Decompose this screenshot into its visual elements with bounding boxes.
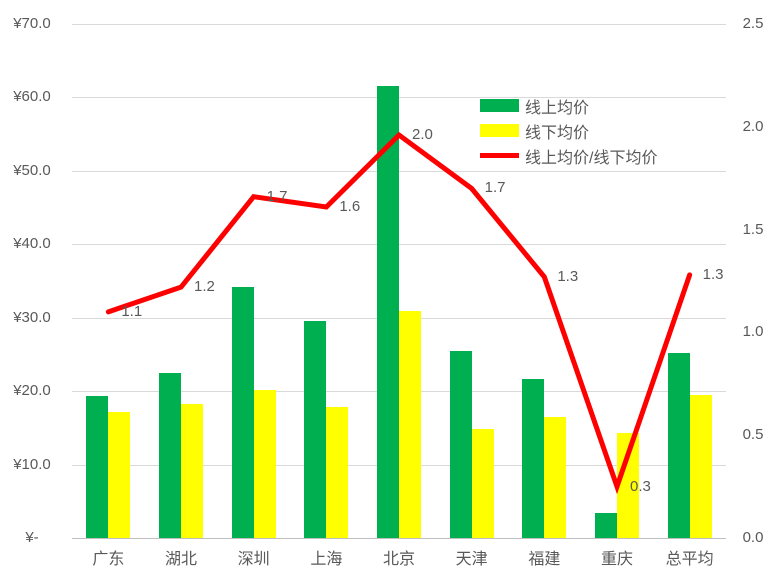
legend-item-price-ratio: 线上均价/线下均价	[480, 143, 657, 168]
legend-item-offline-price: 线下均价	[480, 118, 657, 143]
price-ratio-data-label: 1.2	[194, 278, 215, 296]
offline-price-bar	[617, 432, 639, 538]
x-axis-category-label: 总平均	[665, 551, 714, 568]
y-axis-right-tick-label: 1.0	[742, 323, 764, 341]
price-ratio-data-label: 2.0	[412, 126, 433, 144]
price-ratio-data-label: 0.3	[630, 477, 651, 495]
price-ratio-line-swatch	[480, 153, 519, 158]
online-price-bar	[377, 86, 399, 538]
price-ratio-data-label: 1.3	[557, 267, 579, 285]
online-price-bar	[231, 286, 254, 538]
x-axis-category-label: 北京	[382, 551, 415, 568]
y-axis-left-tick-label: ¥60.0	[13, 88, 51, 106]
y-axis-left-tick-label: ¥40.0	[13, 235, 51, 253]
y-axis-left-tick-label: ¥30.0	[13, 308, 51, 326]
x-axis-category-label: 天津	[455, 551, 488, 568]
y-axis-left-tick-label: ¥70.0	[13, 15, 51, 32]
x-axis-category-label: 深圳	[237, 551, 270, 568]
x-axis-category-label: 广东	[92, 551, 125, 568]
online-price-bar	[304, 321, 327, 538]
online-price-bar	[449, 351, 472, 538]
y-axis-left-tick-label: ¥20.0	[13, 382, 51, 400]
legend-label-online-price: 线上均价	[525, 99, 590, 117]
offline-price-bar	[471, 429, 494, 538]
y-axis-right-tick-label: 1.5	[742, 220, 764, 238]
x-axis-category-label: 上海	[310, 551, 343, 568]
offline-price-bar	[326, 406, 349, 538]
gridline	[72, 244, 726, 246]
legend: 线上均价 线下均价 线上均价/线下均价	[480, 93, 657, 168]
y-axis-left-tick-label: ¥50.0	[13, 161, 51, 179]
legend-item-online-price: 线上均价	[480, 93, 657, 118]
offline-price-bar	[689, 394, 712, 538]
online-price-bar	[86, 396, 109, 538]
price-ratio-data-label: 1.7	[484, 179, 506, 197]
y-axis-right-tick-label: 2.5	[742, 15, 764, 32]
offline-price-swatch	[480, 124, 519, 137]
offline-price-bar	[253, 389, 276, 538]
price-ratio-data-label: 1.7	[266, 187, 288, 205]
online-price-swatch	[480, 99, 519, 112]
legend-label-offline-price: 线下均价	[525, 124, 590, 142]
x-axis-category-label: 湖北	[164, 551, 197, 568]
y-axis-right-tick-label: 0.5	[742, 426, 764, 444]
online-price-bar	[159, 372, 181, 538]
y-axis-left-tick-label: ¥10.0	[13, 455, 51, 473]
online-price-bar	[522, 379, 545, 538]
price-ratio-data-label: 1.6	[339, 197, 361, 215]
online-price-bar	[595, 513, 617, 538]
y-axis-left-tick-label: ¥-	[25, 529, 39, 546]
price-ratio-data-label: 1.1	[121, 302, 143, 320]
offline-price-bar	[108, 412, 131, 538]
gridline	[72, 170, 726, 172]
y-axis-right-tick-label: 0.0	[742, 529, 764, 546]
x-axis-line	[72, 538, 726, 539]
offline-price-bar	[544, 416, 567, 538]
gridline	[72, 24, 726, 25]
x-axis-category-label: 重庆	[600, 551, 633, 568]
online-price-bar	[667, 352, 690, 538]
offline-price-bar	[399, 311, 421, 538]
offline-price-bar	[181, 403, 203, 538]
price-ratio-data-label: 1.3	[702, 265, 724, 283]
y-axis-right-tick-label: 2.0	[742, 117, 764, 135]
gridline	[72, 97, 726, 99]
x-axis-category-label: 福建	[528, 551, 561, 568]
legend-label-price-ratio: 线上均价/线下均价	[525, 149, 658, 167]
